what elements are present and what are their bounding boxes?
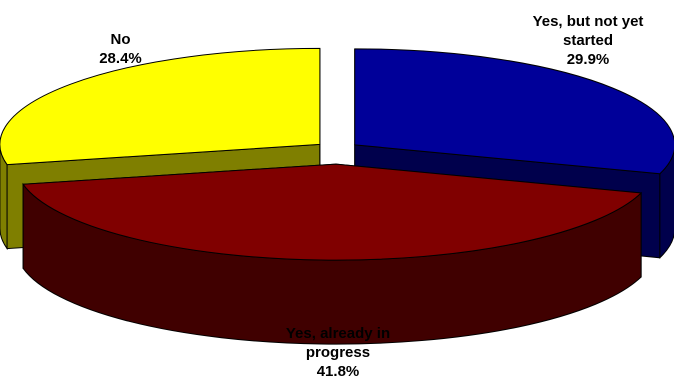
slice-label-not-started-percent: 29.9% (566, 51, 610, 68)
slice-label-in-progress-line-1: Yes, already in (285, 325, 391, 342)
slice-top-not-started (354, 48, 674, 175)
slice-label-not-started-line-2: started (562, 32, 614, 49)
slice-label-in-progress-line-2: progress (305, 344, 371, 361)
slice-label-no-line-1: No (110, 31, 131, 48)
slice-label-no: No 28.4% (58, 30, 183, 68)
slice-label-in-progress-percent: 41.8% (316, 363, 360, 380)
pie-tops (0, 47, 674, 261)
slice-top-in-progress (22, 163, 643, 261)
slice-top-no (0, 47, 321, 166)
slice-label-no-percent: 28.4% (99, 50, 142, 67)
slice-label-not-started-line-1: Yes, but not yet (532, 13, 644, 30)
slice-label-not-started: Yes, but not yet started 29.9% (508, 12, 668, 69)
slice-label-in-progress: Yes, already in progress 41.8% (253, 324, 423, 381)
